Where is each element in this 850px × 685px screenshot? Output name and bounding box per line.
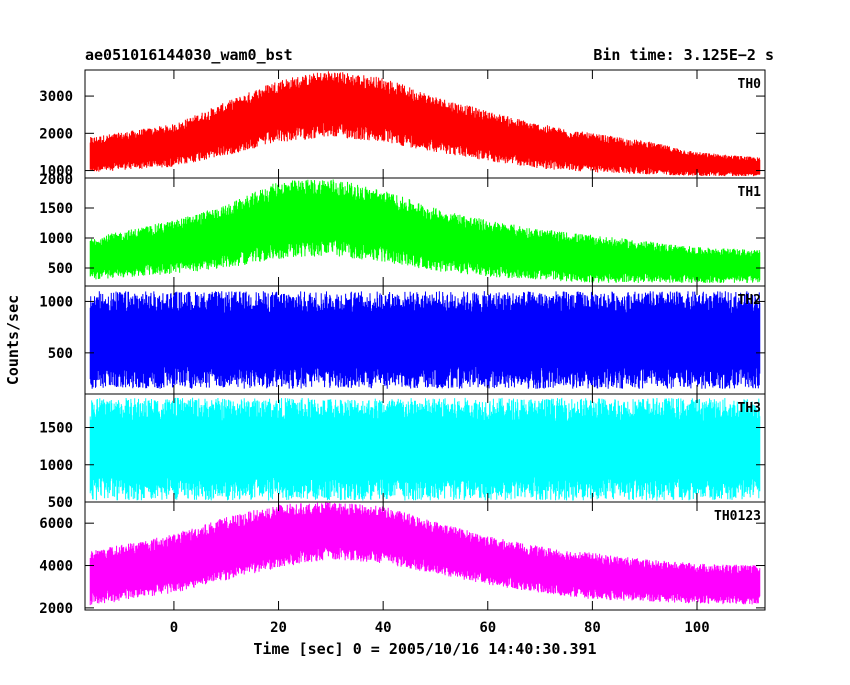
panel-th0123: 2000 4000 6000 TH0123	[39, 501, 766, 617]
trace-th0	[89, 71, 761, 177]
y-tick-label: 1000	[39, 294, 73, 310]
y-tick-label: 500	[48, 261, 73, 277]
y-tick-label: 2000	[39, 172, 73, 188]
y-tick-label: 1500	[39, 421, 73, 437]
panel-name: TH2	[738, 293, 761, 308]
x-axis: 0 20 40 60 80 100	[170, 620, 710, 636]
bin-time-label: Bin time: 3.125E−2 s	[593, 46, 774, 64]
x-tick-label: 0	[170, 620, 178, 636]
y-tick-label: 6000	[39, 516, 73, 532]
y-tick-label: 2000	[39, 126, 73, 142]
x-tick-label: 80	[584, 620, 601, 636]
panel-name: TH0	[738, 77, 762, 92]
y-tick-label: 500	[48, 346, 73, 362]
panel-th1: 500 1000 1500 TH1	[39, 177, 766, 287]
panel-name: TH3	[738, 401, 761, 416]
panel-name: TH1	[738, 185, 762, 200]
trace-th1	[89, 179, 761, 284]
x-tick-label: 100	[684, 620, 709, 636]
panel-frame	[84, 501, 766, 611]
panels-group: 1000200030002000TH050010001500TH15001000…	[39, 69, 766, 617]
x-tick-label: 40	[375, 620, 392, 636]
panel-name: TH0123	[714, 509, 761, 524]
y-tick-label: 2000	[39, 601, 73, 617]
y-tick-label: 500	[48, 495, 73, 511]
y-axis-label: Counts/sec	[4, 295, 22, 385]
trace-th2	[89, 291, 761, 389]
y-tick-label: 1500	[39, 201, 73, 217]
trace-th3	[89, 397, 761, 501]
y-tick-label: 3000	[39, 89, 73, 105]
y-tick-label: 1000	[39, 231, 73, 247]
y-tick-label: 4000	[39, 559, 73, 575]
x-tick-label: 20	[270, 620, 287, 636]
panel-th3: 500 1000 1500 TH3	[39, 393, 766, 511]
x-axis-label: Time [sec] 0 = 2005/10/16 14:40:30.391	[253, 640, 596, 658]
x-tick-label: 60	[479, 620, 496, 636]
trace-th0123	[89, 502, 761, 606]
chart-title: ae051016144030_wam0_bst	[85, 46, 293, 64]
panel-th2: 500 1000 TH2	[39, 285, 766, 395]
y-tick-label: 1000	[39, 458, 73, 474]
y-tick-label: 1000	[39, 164, 73, 180]
